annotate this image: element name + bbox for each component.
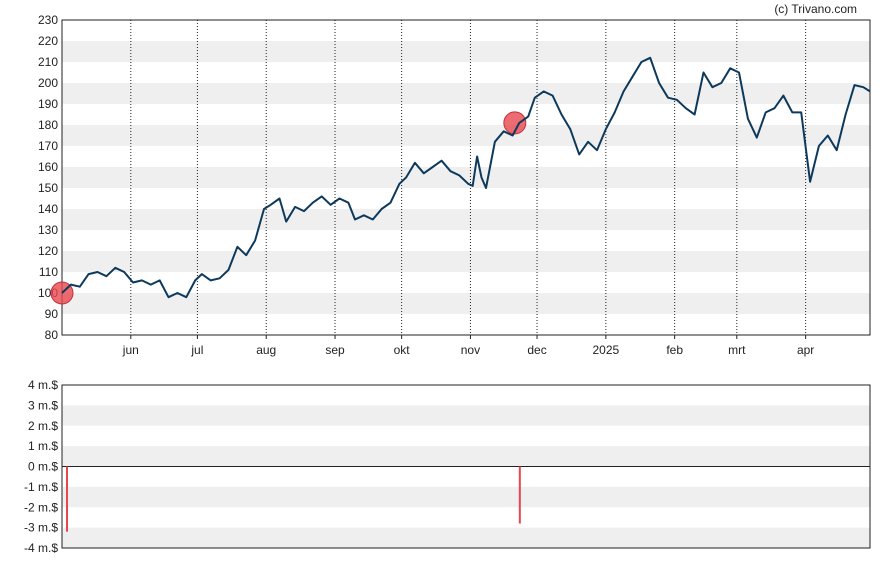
x-tick-label: okt [394, 343, 411, 357]
copyright-label: (c) Trivano.com [774, 2, 857, 16]
grid-band [62, 293, 870, 314]
grid-band [62, 527, 870, 548]
y-tick-label: 120 [38, 244, 58, 258]
x-tick-label: jul [190, 343, 203, 357]
y-tick-label: 3 m.$ [28, 398, 58, 412]
price-chart: 8090100110120130140150160170180190200210… [38, 13, 871, 357]
grid-band [62, 405, 870, 426]
grid-band [62, 167, 870, 188]
x-tick-label: nov [461, 343, 480, 357]
y-tick-label: 170 [38, 139, 58, 153]
y-tick-label: 230 [38, 13, 58, 27]
grid-band [62, 446, 870, 467]
grid-band [62, 486, 870, 508]
x-tick-label: feb [666, 343, 683, 357]
x-tick-label: 2025 [592, 343, 619, 357]
grid-band [62, 125, 870, 146]
y-tick-label: 220 [38, 34, 58, 48]
x-tick-label: aug [256, 343, 276, 357]
y-tick-label: 4 m.$ [28, 378, 58, 392]
y-tick-label: 0 m.$ [28, 460, 58, 474]
y-tick-label: -1 m.$ [24, 480, 58, 494]
y-tick-label: 210 [38, 55, 58, 69]
y-tick-label: -2 m.$ [24, 500, 58, 514]
price-plot-frame [61, 19, 871, 336]
y-tick-label: -4 m.$ [24, 541, 58, 555]
trade-marker [503, 111, 527, 135]
x-tick-label: apr [797, 343, 814, 357]
grid-band [62, 251, 870, 272]
y-tick-label: 90 [45, 307, 59, 321]
y-tick-label: 190 [38, 97, 58, 111]
y-tick-label: 80 [45, 328, 59, 342]
x-tick-label: mrt [728, 343, 746, 357]
x-tick-label: sep [325, 343, 345, 357]
x-tick-label: dec [527, 343, 546, 357]
y-tick-label: -3 m.$ [24, 521, 58, 535]
y-tick-label: 1 m.$ [28, 439, 58, 453]
trades-plot-frame [61, 384, 871, 549]
x-tick-label: jun [122, 343, 139, 357]
y-tick-label: 130 [38, 223, 58, 237]
y-tick-label: 180 [38, 118, 58, 132]
grid-band [62, 83, 870, 104]
y-tick-label: 150 [38, 181, 58, 195]
y-tick-label: 200 [38, 76, 58, 90]
grid-band [62, 209, 870, 230]
y-tick-label: 110 [39, 265, 58, 279]
grid-band [62, 41, 870, 62]
insider-trades-chart: 4 m.$ 3 m.$ 2 m.$ 1 m.$ 0 m.$ -1 m.$ -2 m.$ -3 … [24, 378, 871, 555]
y-tick-label: 2 m.$ [28, 419, 58, 433]
y-tick-label: 140 [38, 202, 58, 216]
y-tick-label: 160 [38, 160, 58, 174]
price-line [61, 56, 871, 299]
